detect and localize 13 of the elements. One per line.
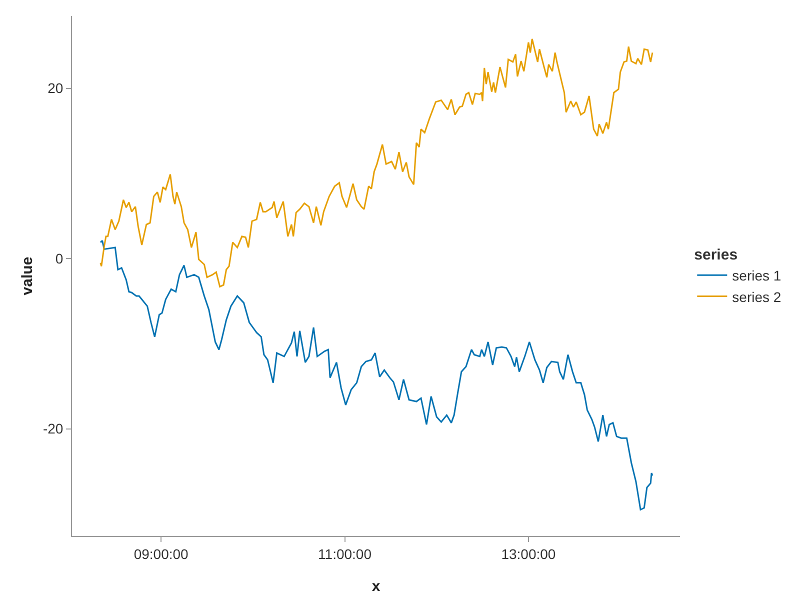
x-axis-title: x — [372, 578, 381, 595]
legend-label: series 1 — [732, 268, 782, 284]
line-series — [100, 240, 654, 510]
x-tick-label: 11:00:00 — [318, 546, 372, 562]
line-series — [100, 38, 654, 288]
legend-label: series 2 — [732, 288, 782, 305]
x-tick-label: 13:00:00 — [501, 546, 556, 562]
y-tick-label: 20 — [48, 80, 64, 96]
legend-title: series — [694, 246, 738, 264]
y-axis-title: value — [19, 256, 36, 296]
x-tick-label: 09:00:00 — [134, 546, 189, 562]
y-tick-label: -20 — [42, 420, 64, 437]
y-tick-label: 0 — [55, 250, 64, 266]
